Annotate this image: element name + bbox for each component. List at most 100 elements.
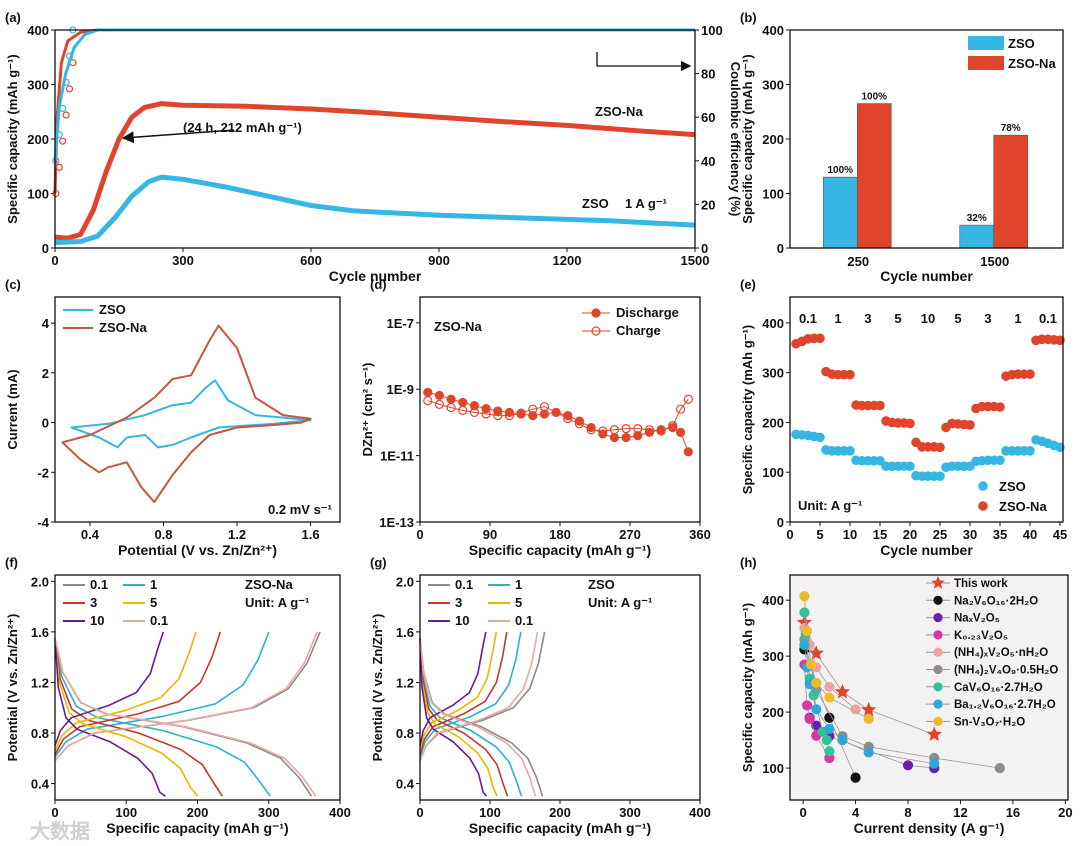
x-axis-label: Specific capacity (mAh g⁻¹) — [469, 820, 651, 836]
charge-curve — [419, 631, 487, 746]
legend-swatch — [968, 56, 1004, 70]
y-tick-label: 100 — [27, 187, 49, 202]
legend-label: 3 — [90, 595, 97, 610]
x-axis-label: Cycle number — [880, 268, 973, 284]
x-tick-label: 40 — [1023, 527, 1037, 542]
bar-zso-na — [993, 134, 1029, 249]
x-tick-label: 0.4 — [81, 527, 100, 542]
y2-tick-label: 40 — [701, 154, 715, 169]
y2-tick-label: 0 — [701, 241, 708, 256]
panel-label: (h) — [740, 555, 757, 570]
plot-frame — [54, 29, 696, 249]
y-tick-label: 2 — [42, 366, 49, 381]
legend-marker — [591, 326, 601, 336]
x-tick-label: 400 — [689, 805, 711, 820]
x-tick-label: 100 — [479, 805, 501, 820]
discharge-curve — [419, 638, 509, 797]
y-tick-label: 1E-7 — [387, 316, 414, 331]
y-tick-label: 0 — [777, 515, 784, 530]
y-tick-label: 200 — [762, 415, 784, 430]
charge-point — [656, 426, 666, 436]
x-tick-label: 20 — [903, 527, 917, 542]
ce-marker — [55, 163, 63, 171]
y-tick-label: 300 — [27, 78, 49, 93]
literature-point — [799, 639, 810, 651]
y-axis-label: DZn²⁺ (cm² s⁻¹) — [360, 363, 375, 457]
sample-label: ZSO-Na — [245, 577, 293, 592]
plot-frame — [54, 296, 341, 523]
legend-label: ZSO-Na — [999, 499, 1047, 514]
discharge-point — [434, 390, 445, 401]
y-axis-label: Potential (V vs. Zn/Zn²⁺) — [370, 614, 385, 762]
x-tick-label: 0 — [786, 527, 793, 542]
legend-label: ZSO — [1008, 36, 1035, 51]
charge-point — [621, 424, 631, 434]
literature-point — [804, 713, 815, 724]
literature-point — [863, 747, 874, 758]
charge-point — [516, 408, 526, 418]
legend-marker — [933, 664, 943, 675]
scan-rate-label: 0.2 mV s⁻¹ — [268, 502, 332, 517]
x-tick-label: 900 — [428, 253, 450, 268]
x-tick-label: 45 — [1053, 527, 1067, 542]
legend-marker — [978, 501, 988, 511]
y-tick-label: 1.2 — [396, 675, 414, 690]
charge-curve — [419, 631, 498, 751]
legend-label: Ba₁.₂V₆O₁₆·2.7H₂O — [954, 699, 1056, 711]
zso-na-point — [935, 442, 945, 453]
legend-label: 5 — [515, 595, 522, 610]
y-tick-label: 200 — [27, 132, 49, 147]
y-tick-label: 0.4 — [31, 777, 50, 792]
discharge-point — [458, 397, 468, 408]
x-axis-label: Current density (A g⁻¹) — [854, 820, 1005, 836]
legend-swatch — [968, 36, 1004, 50]
literature-point — [863, 713, 874, 724]
x-tick-label: 300 — [172, 253, 194, 268]
legend-label: ZSO-Na — [99, 320, 147, 335]
panel-label: (c) — [5, 277, 21, 292]
legend-label: 10 — [90, 613, 104, 628]
panel-c — [51, 296, 341, 526]
zso-na-point — [995, 402, 1005, 412]
discharge-point — [423, 387, 433, 398]
legend-label: NaₓV₂O₅ — [954, 613, 1000, 625]
zso-na-point — [1025, 369, 1035, 379]
discharge-curve — [54, 638, 317, 797]
plot-frame — [789, 574, 1069, 801]
bar-label: 78% — [1001, 123, 1021, 134]
charge-curve — [419, 631, 539, 762]
charge-point — [609, 425, 620, 435]
bar-label: 100% — [861, 92, 887, 103]
charge-point — [469, 407, 480, 418]
charge-point — [633, 424, 643, 434]
y-tick-label: 1E-11 — [380, 449, 414, 464]
discharge-point — [469, 401, 480, 411]
discharge-point — [539, 409, 550, 419]
x-tick-label: 1200 — [553, 253, 582, 268]
charge-point — [668, 421, 678, 431]
panel-b — [786, 29, 1064, 249]
x-tick-label: 35 — [993, 527, 1007, 542]
star-point — [926, 726, 942, 741]
discharge-point — [621, 432, 631, 443]
charge-point — [675, 404, 686, 414]
charge-point — [458, 405, 468, 416]
x-tick-label: 1.2 — [228, 527, 246, 542]
cv-curve-zso — [70, 379, 312, 449]
panel-a — [51, 26, 699, 252]
y2-axis-label: Coulombic efficiency (%) — [728, 62, 743, 217]
plot-area — [420, 575, 700, 800]
x-tick-label: 20 — [1058, 805, 1072, 820]
unit-label: Unit: A g⁻¹ — [245, 595, 309, 610]
zso-na-point — [875, 400, 885, 411]
rate-label: 5 — [954, 311, 961, 326]
panel-d — [416, 296, 701, 526]
literature-point — [805, 659, 817, 670]
star-point — [808, 645, 824, 660]
panel-label: (b) — [740, 10, 757, 25]
y2-tick-label: 100 — [701, 23, 723, 38]
plot-area — [790, 297, 1063, 522]
ce-axis-arrow — [596, 52, 692, 72]
annotation-text: (24 h, 212 mAh g⁻¹) — [183, 120, 302, 135]
series-label-zso-na: ZSO-Na — [595, 104, 643, 119]
